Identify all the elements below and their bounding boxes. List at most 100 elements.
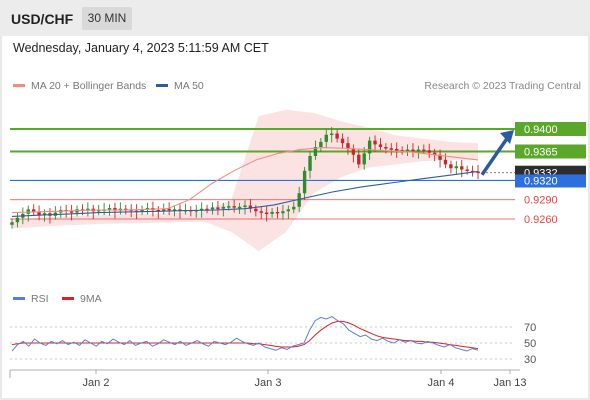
candle-body	[357, 154, 361, 165]
candle-body	[302, 170, 307, 194]
candle-body	[232, 206, 236, 208]
candle-body	[405, 149, 410, 152]
rsi-line	[11, 316, 479, 352]
ma50-swatch	[156, 83, 168, 87]
candle-body	[162, 208, 166, 211]
rsi-9ma-line	[11, 320, 479, 350]
candle-body	[340, 138, 345, 144]
candle-body	[470, 170, 475, 173]
candle-body	[395, 148, 399, 151]
candle-body	[210, 207, 215, 210]
legend-rsi-label: RSI	[31, 293, 49, 305]
candle-body	[378, 144, 383, 147]
candle-body	[237, 206, 242, 209]
9ma-swatch	[62, 296, 74, 300]
chart-header: USD/CHF 30 MIN	[0, 0, 590, 36]
forecast-arrow-shaft	[480, 136, 510, 176]
x-tick-Jan-13: Jan 13	[493, 377, 526, 389]
rsi-tick-50: 50	[524, 338, 536, 350]
level-label-0.9260: 0.9260	[524, 214, 558, 226]
candle-body	[31, 209, 36, 212]
legend-ma50: MA 50	[156, 80, 204, 92]
candle-body	[351, 148, 356, 155]
candle-body	[37, 211, 41, 216]
rsi-tick-70: 70	[524, 322, 536, 334]
x-tick-Jan-3: Jan 3	[255, 377, 282, 389]
x-tick-Jan-4: Jan 4	[428, 377, 455, 389]
candle-body	[270, 211, 274, 214]
candle-body	[221, 206, 226, 209]
candle-body	[346, 143, 350, 149]
level-label-0.9290: 0.9290	[524, 195, 558, 207]
candle-body	[275, 211, 280, 214]
candle-body	[422, 149, 426, 152]
candle-body	[367, 140, 372, 154]
candle-body	[308, 156, 312, 171]
timestamp: Wednesday, January 4, 2023 5:11:59 AM CE…	[13, 41, 269, 55]
level-label-0.9400: 0.9400	[524, 124, 558, 136]
candle-body	[465, 169, 469, 171]
candle-body	[107, 208, 112, 210]
candle-body	[264, 212, 269, 215]
candle-body	[335, 133, 339, 139]
forecast-arrow-head	[500, 130, 514, 144]
candle-body	[199, 208, 204, 211]
candle-body	[281, 211, 285, 214]
candle-body	[15, 217, 20, 223]
candle-body	[411, 149, 415, 152]
level-tag-0.9365	[515, 144, 586, 159]
candle-body	[476, 171, 480, 173]
candle-body	[449, 164, 453, 169]
level-tag-0.9400	[515, 122, 586, 136]
candle-body	[205, 208, 209, 211]
candle-body	[362, 153, 366, 165]
legend-ma20-label: MA 20 + Bollinger Bands	[31, 80, 147, 92]
candle-body	[96, 210, 101, 212]
candle-body	[259, 211, 263, 213]
candle-body	[113, 208, 117, 211]
candle-body	[427, 150, 431, 153]
candle-body	[373, 140, 377, 145]
candle-body	[178, 209, 182, 211]
candle-body	[400, 150, 404, 152]
candle-body	[254, 208, 258, 212]
candle-body	[140, 209, 144, 212]
x-tick-Jan-2: Jan 2	[83, 377, 110, 389]
candle-body	[319, 141, 323, 147]
candle-body	[167, 208, 171, 211]
candle-body	[86, 208, 90, 211]
candle-body	[172, 209, 177, 211]
candle-body	[42, 213, 47, 216]
candle-body	[216, 207, 220, 209]
pivot-label-top: 0.9320	[524, 175, 558, 187]
candle-body	[443, 159, 448, 165]
legend-9ma: 9MA	[62, 293, 102, 305]
candle-body	[389, 148, 394, 150]
candle-body	[454, 166, 459, 169]
candle-body	[248, 205, 253, 209]
candle-body	[324, 134, 328, 142]
rsi-tick-30: 30	[524, 354, 536, 366]
ma50-line	[11, 170, 479, 217]
candle-body	[297, 193, 301, 207]
rsi-swatch	[13, 296, 25, 300]
legend-ma50-label: MA 50	[174, 80, 204, 92]
research-credit: Research © 2023 Trading Central	[424, 80, 581, 92]
candle-body	[10, 222, 14, 225]
timeframe-button[interactable]: 30 MIN	[82, 7, 132, 30]
candle-body	[227, 206, 231, 208]
candle-body	[438, 154, 442, 160]
level-label-0.9365: 0.9365	[524, 147, 558, 159]
pivot-tag-top	[515, 174, 586, 188]
candle-body	[313, 147, 318, 156]
ma20-swatch	[13, 83, 25, 87]
candle-body	[69, 211, 74, 213]
legend-rsi: RSI	[13, 293, 49, 305]
candle-body	[286, 209, 291, 212]
candle-body	[416, 149, 421, 152]
ma20-line	[11, 147, 479, 214]
legend-ma20: MA 20 + Bollinger Bands	[13, 80, 146, 92]
candle-body	[329, 133, 334, 135]
symbol-title: USD/CHF	[11, 11, 74, 27]
